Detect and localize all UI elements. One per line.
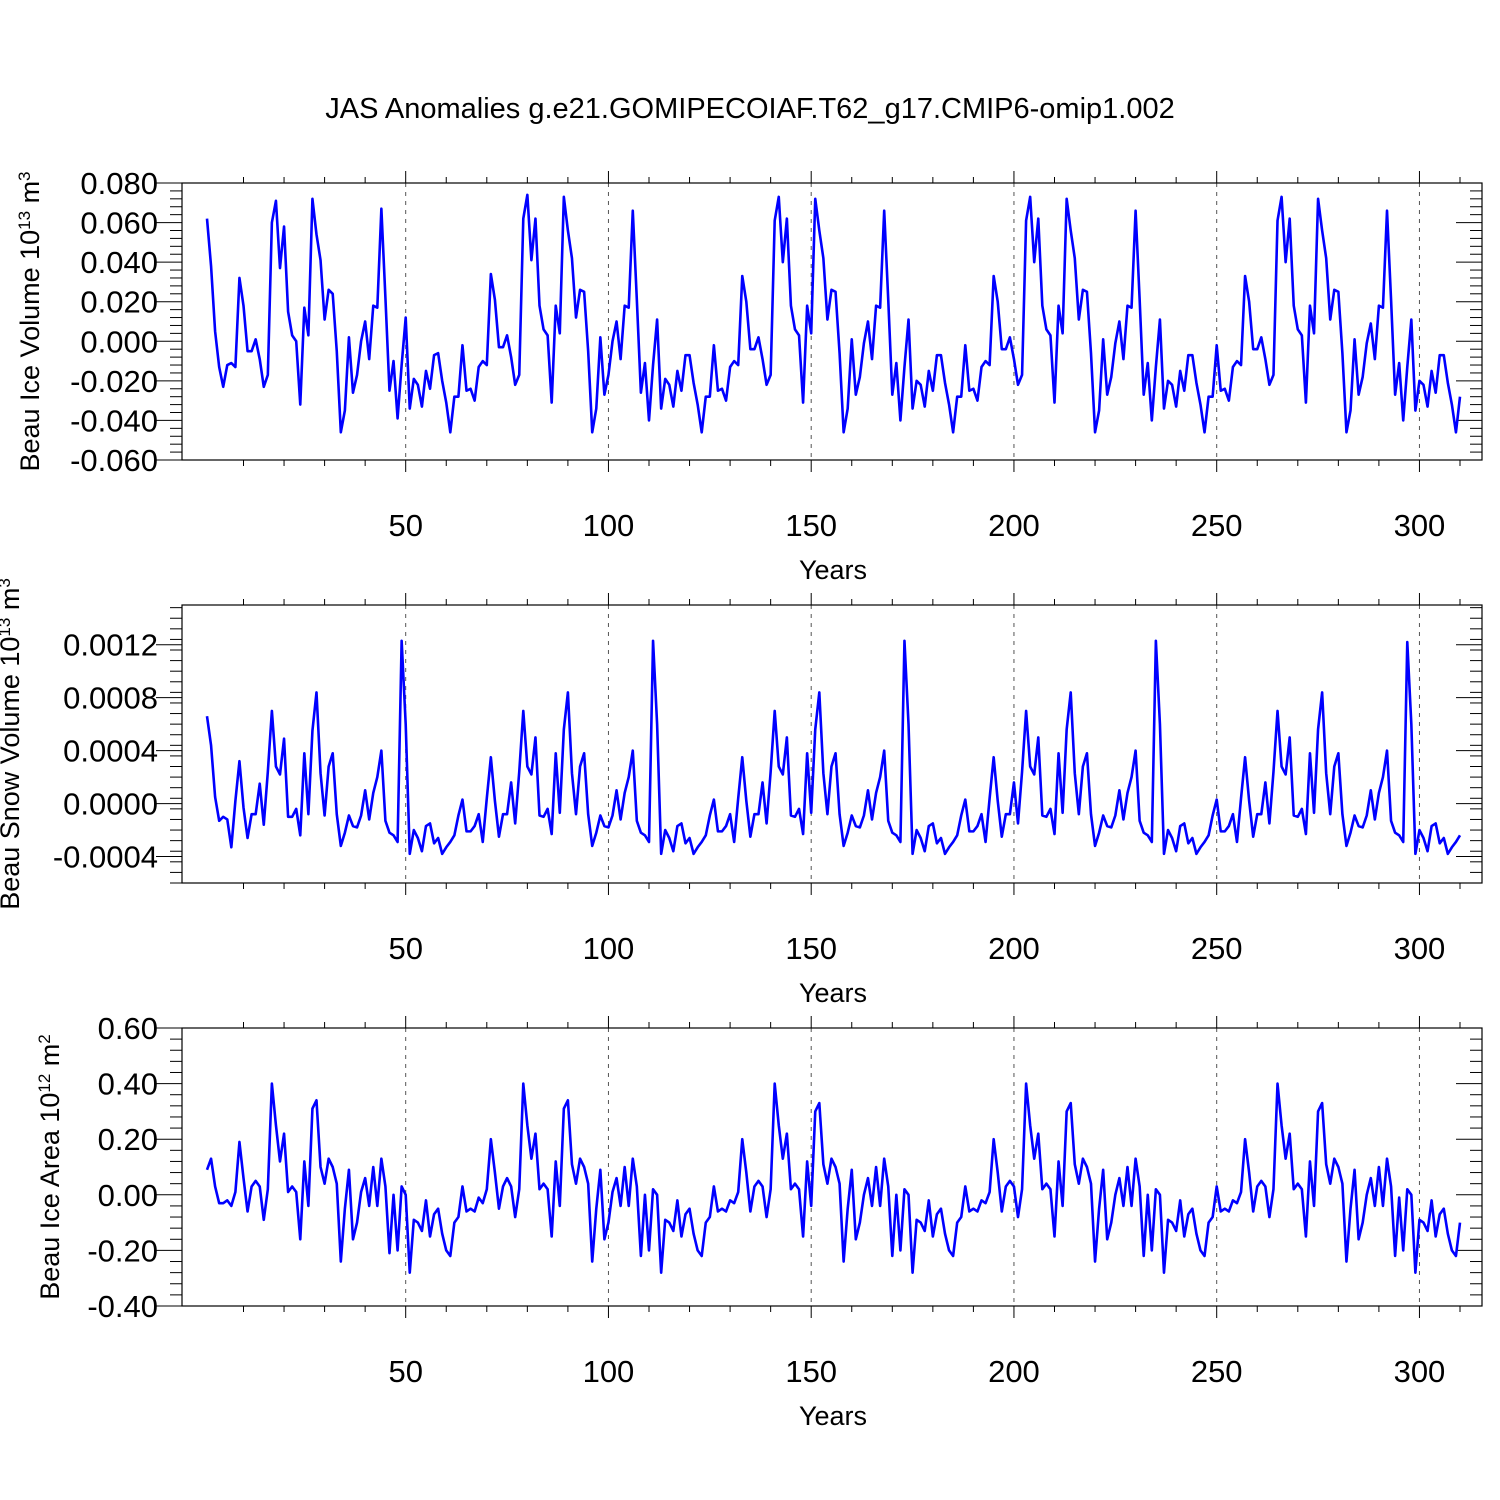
x-tick-label: 300 bbox=[1394, 1354, 1446, 1389]
x-tick-label: 100 bbox=[583, 508, 635, 543]
y-tick-label: 0.080 bbox=[80, 166, 158, 201]
y-axis-label-superscript: 3 bbox=[0, 578, 14, 587]
y-axis-label: Beau Snow Volume 1013 m3 bbox=[0, 578, 25, 910]
y-tick-label: 0.0012 bbox=[63, 628, 158, 663]
series-line bbox=[205, 1082, 1462, 1274]
y-tick-label: -0.20 bbox=[87, 1233, 158, 1268]
plot-frame bbox=[181, 182, 1483, 461]
y-axis-label-text: Beau Ice Area 10 bbox=[35, 1093, 65, 1300]
series-line bbox=[205, 193, 1462, 434]
y-tick-label: 0.20 bbox=[98, 1122, 158, 1157]
y-axis-label: Beau Ice Area 1012 m2 bbox=[35, 1034, 66, 1300]
y-axis-label-text: Beau Snow Volume 10 bbox=[0, 637, 25, 910]
x-tick-label: 200 bbox=[988, 1354, 1040, 1389]
x-tick-label: 150 bbox=[785, 508, 837, 543]
y-tick-label: 0.40 bbox=[98, 1067, 158, 1102]
y-axis-label-superscript: 13 bbox=[0, 618, 14, 637]
chart-panel-2: 50 100 150 200 250 300 -0.0004 0.0000 0.0004 0.00… bbox=[0, 578, 1483, 1008]
y-axis-label-superscript: 12 bbox=[35, 1074, 54, 1093]
y-axis-label-text: Beau Ice Volume 10 bbox=[15, 230, 45, 472]
y-tick-label: 0.040 bbox=[80, 245, 158, 280]
x-tick-label: 250 bbox=[1191, 931, 1243, 966]
y-tick-label: 0.0000 bbox=[63, 787, 158, 822]
y-tick-label: 0.000 bbox=[80, 324, 158, 359]
x-axis-label: Years bbox=[799, 978, 867, 1008]
y-tick-label: 0.0008 bbox=[63, 681, 158, 716]
plot-frame bbox=[181, 604, 1483, 884]
y-axis-label-text: m bbox=[15, 181, 45, 211]
y-tick-label: 0.060 bbox=[80, 206, 158, 241]
y-axis-label-superscript: 2 bbox=[35, 1034, 54, 1043]
x-tick-label: 300 bbox=[1394, 931, 1446, 966]
x-tick-label: 300 bbox=[1394, 508, 1446, 543]
x-tick-label: 50 bbox=[388, 1354, 422, 1389]
x-tick-label: 250 bbox=[1191, 1354, 1243, 1389]
chart-panel-1: 50 100 150 200 250 300 -0.060 -0.040 -0.020 0.000… bbox=[15, 166, 1483, 585]
x-tick-label: 200 bbox=[988, 931, 1040, 966]
x-tick-label: 150 bbox=[785, 931, 837, 966]
x-tick-label: 250 bbox=[1191, 508, 1243, 543]
y-axis-label: Beau Ice Volume 1013 m3 bbox=[15, 171, 46, 471]
figure-title: JAS Anomalies g.e21.GOMIPECOIAF.T62_g17.… bbox=[325, 93, 1174, 125]
y-tick-label: 0.020 bbox=[80, 285, 158, 320]
x-tick-label: 50 bbox=[388, 508, 422, 543]
chart-panel-3: 50 100 150 200 250 300 -0.40 -0.20 0.00 0.20 0.40 0… bbox=[35, 1011, 1483, 1431]
y-tick-label: 0.00 bbox=[98, 1178, 158, 1213]
series-line bbox=[205, 639, 1462, 856]
x-tick-label: 50 bbox=[388, 931, 422, 966]
x-tick-label: 100 bbox=[583, 1354, 635, 1389]
y-tick-label: 0.0004 bbox=[63, 734, 158, 769]
x-tick-label: 150 bbox=[785, 1354, 837, 1389]
y-tick-label: -0.0004 bbox=[53, 840, 158, 875]
x-axis-label: Years bbox=[799, 555, 867, 585]
y-axis-label-text: m bbox=[0, 588, 25, 618]
y-tick-label: -0.060 bbox=[70, 443, 158, 478]
y-axis-label-superscript: 3 bbox=[15, 171, 34, 180]
x-tick-label: 100 bbox=[583, 931, 635, 966]
y-axis-label-text: m bbox=[35, 1044, 65, 1074]
x-axis-label: Years bbox=[799, 1401, 867, 1431]
y-tick-label: -0.40 bbox=[87, 1289, 158, 1324]
y-tick-label: 0.60 bbox=[98, 1011, 158, 1046]
y-tick-label: -0.040 bbox=[70, 403, 158, 438]
x-tick-label: 200 bbox=[988, 508, 1040, 543]
y-tick-label: -0.020 bbox=[70, 364, 158, 399]
plot-frame bbox=[181, 1027, 1483, 1307]
y-axis-label-superscript: 13 bbox=[15, 211, 34, 230]
